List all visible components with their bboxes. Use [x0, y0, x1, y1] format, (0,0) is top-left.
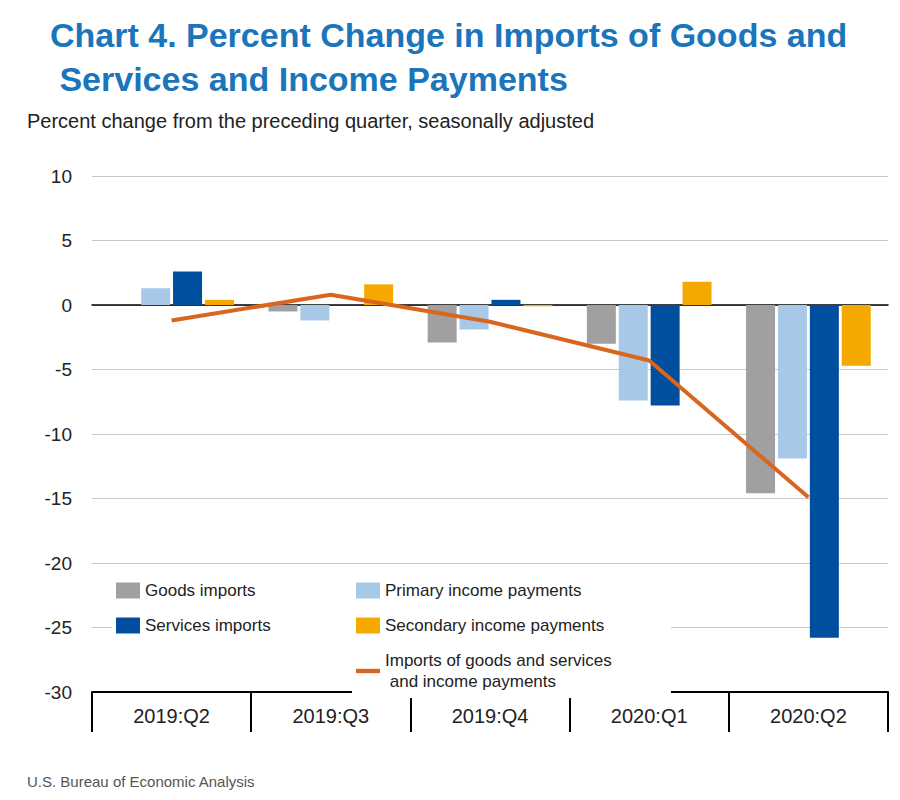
svg-text:-5: -5 — [55, 359, 72, 380]
svg-text:-30: -30 — [45, 682, 72, 703]
svg-text:Chart 4. Percent Change in Imp: Chart 4. Percent Change in Imports of Go… — [50, 16, 847, 54]
svg-text:5: 5 — [61, 230, 72, 251]
svg-text:-25: -25 — [45, 617, 72, 638]
svg-text:-10: -10 — [45, 424, 72, 445]
svg-text:Percent change from the preced: Percent change from the preceding quarte… — [27, 110, 594, 132]
svg-text:2020:Q2: 2020:Q2 — [770, 705, 847, 727]
svg-text:Secondary income payments: Secondary income payments — [385, 616, 604, 635]
svg-text:2020:Q1: 2020:Q1 — [611, 705, 688, 727]
svg-text:2019:Q3: 2019:Q3 — [292, 705, 369, 727]
svg-text:Services and Income Payments: Services and Income Payments — [50, 60, 568, 98]
svg-text:-20: -20 — [45, 553, 72, 574]
svg-text:Primary income payments: Primary income payments — [385, 581, 582, 600]
svg-text:10: 10 — [51, 166, 72, 187]
svg-text:Imports of goods and services: Imports of goods and services — [385, 651, 612, 670]
svg-text:2019:Q4: 2019:Q4 — [452, 705, 529, 727]
svg-text:-15: -15 — [45, 488, 72, 509]
svg-text:Goods imports: Goods imports — [145, 581, 256, 600]
svg-text:U.S. Bureau of Economic Analys: U.S. Bureau of Economic Analysis — [27, 773, 255, 790]
svg-text:Services imports: Services imports — [145, 616, 271, 635]
svg-text:0: 0 — [61, 295, 72, 316]
svg-text:2019:Q2: 2019:Q2 — [133, 705, 210, 727]
svg-text:and income payments: and income payments — [385, 672, 556, 691]
